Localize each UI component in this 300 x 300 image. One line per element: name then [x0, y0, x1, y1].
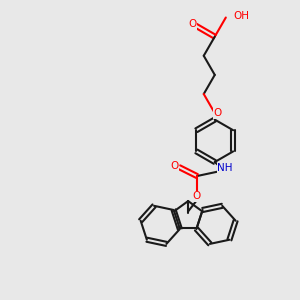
- Text: OH: OH: [233, 11, 249, 21]
- Text: O: O: [193, 191, 201, 201]
- Text: O: O: [189, 19, 197, 29]
- Text: O: O: [214, 108, 222, 118]
- Text: NH: NH: [217, 164, 233, 173]
- Text: O: O: [170, 161, 178, 171]
